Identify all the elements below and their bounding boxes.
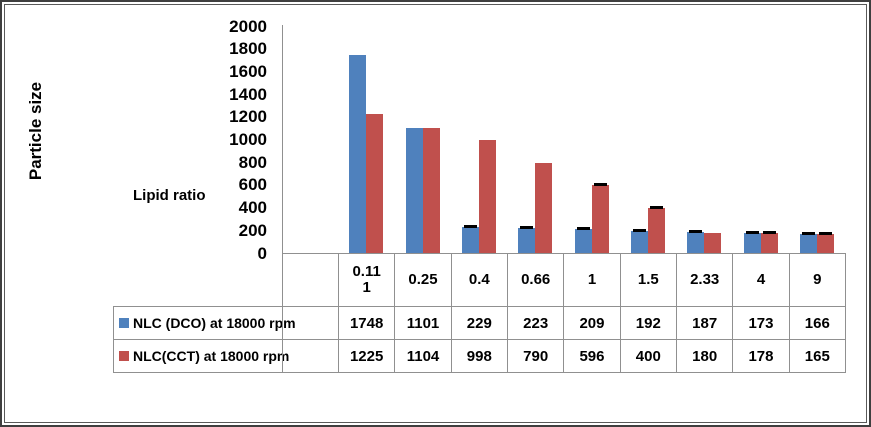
error-bar-cap bbox=[463, 225, 477, 228]
table-value-cell: 1225 bbox=[338, 339, 396, 373]
error-bar-cap bbox=[520, 226, 534, 229]
y-tick-label: 1000 bbox=[229, 130, 267, 149]
bar-dco bbox=[687, 232, 705, 253]
table-header-cell: 0.11 1 bbox=[338, 253, 396, 307]
y-tick-label: 1200 bbox=[229, 107, 267, 127]
table-header-cell: 2.33 bbox=[676, 253, 734, 307]
bar-cct bbox=[704, 233, 722, 253]
bar-dco bbox=[349, 55, 367, 253]
table-value-cell: 187 bbox=[676, 306, 734, 340]
table-value-cell: 165 bbox=[788, 339, 846, 373]
error-bar-cap bbox=[576, 227, 590, 230]
legend-cell: NLC(CCT) at 18000 rpm bbox=[113, 339, 289, 373]
table-value-cell: 596 bbox=[563, 339, 621, 373]
y-axis-line bbox=[282, 25, 283, 254]
table-header-cell: 4 bbox=[732, 253, 790, 307]
table-value-cell: 998 bbox=[450, 339, 508, 373]
table-value-cell: 192 bbox=[619, 306, 677, 340]
error-bar-cap bbox=[801, 232, 815, 235]
y-tick-label: 0 bbox=[257, 243, 267, 263]
y-tick-label: 2000 bbox=[229, 16, 267, 36]
bar-dco bbox=[405, 128, 423, 253]
table-value-cell: 1101 bbox=[394, 306, 452, 340]
y-tick-label: 600 bbox=[238, 175, 267, 195]
y-tick-label: 1400 bbox=[229, 84, 267, 104]
table-value-cell: 229 bbox=[450, 306, 508, 340]
bar-cct bbox=[760, 233, 778, 253]
y-tick-label: 200 bbox=[238, 220, 267, 240]
table-value-cell: 400 bbox=[619, 339, 677, 373]
legend-label: NLC(CCT) at 18000 rpm bbox=[133, 348, 290, 364]
legend-label: NLC (DCO) at 18000 rpm bbox=[133, 315, 296, 331]
table-header-cell: 0.25 bbox=[394, 253, 452, 307]
bar-dco bbox=[799, 234, 817, 253]
y-tick-label: 1600 bbox=[229, 61, 267, 81]
legend-key-cct-icon bbox=[119, 351, 129, 361]
table-value-cell: 178 bbox=[732, 339, 790, 373]
table-value-cell: 223 bbox=[507, 306, 565, 340]
error-bar-cap bbox=[745, 231, 759, 234]
bar-dco bbox=[743, 233, 761, 253]
bar-dco bbox=[574, 229, 592, 253]
table-header-empty-cell bbox=[282, 253, 339, 307]
table-value-cell: 180 bbox=[676, 339, 734, 373]
bar-dco bbox=[518, 228, 536, 253]
bar-cct bbox=[591, 185, 609, 253]
table-value-cell: 209 bbox=[563, 306, 621, 340]
bar-cct bbox=[535, 163, 553, 253]
y-tick-label: 1800 bbox=[229, 39, 267, 59]
error-bar-cap bbox=[649, 206, 663, 209]
table-header-cell: 1 bbox=[563, 253, 621, 307]
error-bar-cap bbox=[818, 232, 832, 235]
table-header-cell: 1.5 bbox=[619, 253, 677, 307]
table-value-cell: 1748 bbox=[338, 306, 396, 340]
bar-dco bbox=[461, 227, 479, 253]
bar-cct bbox=[647, 208, 665, 253]
y-axis-title: Particle size bbox=[26, 81, 45, 181]
legend-cell: NLC (DCO) at 18000 rpm bbox=[113, 306, 296, 340]
y-tick-label: 800 bbox=[238, 152, 267, 172]
bar-cct bbox=[816, 234, 834, 253]
table-value-cell: 173 bbox=[732, 306, 790, 340]
error-bar-cap bbox=[689, 230, 703, 233]
bar-dco bbox=[630, 231, 648, 253]
legend-key-dco-icon bbox=[119, 318, 129, 328]
error-bar-cap bbox=[632, 229, 646, 232]
table-empty-cell bbox=[282, 306, 339, 340]
bar-cct bbox=[422, 128, 440, 253]
table-value-cell: 166 bbox=[788, 306, 846, 340]
table-header-cell: 0.4 bbox=[450, 253, 508, 307]
table-value-cell: 790 bbox=[507, 339, 565, 373]
bar-cct bbox=[478, 140, 496, 253]
error-bar-cap bbox=[762, 231, 776, 234]
table-empty-cell bbox=[282, 339, 339, 373]
table-value-cell: 1104 bbox=[394, 339, 452, 373]
bar-cct bbox=[366, 114, 384, 253]
table-header-cell: 9 bbox=[788, 253, 846, 307]
x-axis-title: Lipid ratio bbox=[133, 187, 206, 204]
y-tick-label: 400 bbox=[238, 198, 267, 218]
error-bar-cap bbox=[593, 183, 607, 186]
table-header-cell: 0.66 bbox=[507, 253, 565, 307]
